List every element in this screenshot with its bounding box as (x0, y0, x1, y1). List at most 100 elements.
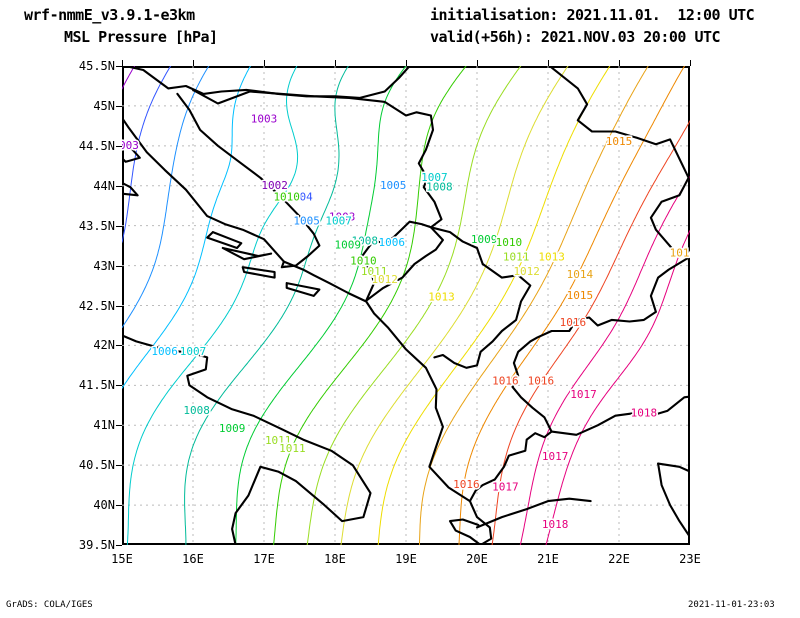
y-axis-tick-label: 43.5N (78, 218, 115, 233)
x-axis-tick-label: 21E (537, 552, 559, 566)
contour-label: 1017 (542, 450, 569, 463)
contour-label-halo: 1011 (265, 434, 292, 447)
contour-label-halo: 1017 (492, 481, 519, 494)
y-axis-tick-label: 40N (93, 498, 115, 513)
contour-label: 1014 (670, 247, 690, 260)
contour-label: 1007 (421, 171, 448, 184)
contour-label: 1013 (538, 251, 565, 264)
y-axis-tick-mark (116, 66, 122, 67)
valid-time: valid(+56h): 2021.NOV.03 20:00 UTC (430, 28, 721, 46)
contour-label-halo: 1002 (261, 179, 288, 192)
contour-label: 1008 (426, 180, 453, 193)
contour-label-halo: 1012 (371, 273, 398, 286)
contour-label: 1003 (122, 139, 139, 152)
y-axis-tick-mark (116, 345, 122, 347)
y-axis-tick-mark (116, 265, 122, 267)
y-axis-tick-label: 39.5N (78, 538, 115, 552)
contour-label-halo: 1013 (538, 251, 565, 264)
contour-label: 1007 (180, 345, 207, 358)
x-axis-tick-label: 16E (182, 552, 204, 566)
contour-label-halo: 1018 (631, 406, 658, 419)
contour-label: 1007 (325, 215, 352, 228)
y-axis-tick-label: 43N (93, 258, 115, 273)
contour-label: 1006 (379, 236, 406, 249)
contour-label: 1011 (503, 251, 529, 264)
contour-label: 1011 (279, 442, 306, 455)
contour-label-halo: 1015 (606, 135, 633, 148)
x-axis-tick-label: 18E (324, 552, 346, 566)
contour-label: 1016 (492, 374, 519, 387)
x-axis-tick-label: 20E (466, 552, 488, 566)
x-axis-tick-label: 15E (111, 552, 133, 566)
contour-label: 1008 (183, 404, 210, 417)
contour-label-halo: 1007 (325, 215, 352, 228)
y-axis-tick-mark (116, 465, 122, 467)
contour-label-halo: 1006 (379, 236, 406, 249)
contour-label: 1017 (570, 388, 597, 401)
y-axis-tick-label: 45N (93, 98, 115, 113)
x-axis-tick-mark (122, 60, 123, 66)
contour-label: 1010 (350, 255, 377, 268)
contour-label-halo: 1016 (528, 374, 555, 387)
y-axis-tick-label: 45.5N (78, 59, 115, 73)
contour-label: 1003 (329, 211, 356, 224)
contour-label: 1015 (606, 135, 633, 148)
contour-label-halo: 1008 (183, 404, 210, 417)
x-axis-tick-mark (477, 60, 478, 66)
model-name: wrf-nmmE_v3.9.1-e3km (24, 6, 195, 24)
contour-label: 1006 (151, 345, 178, 358)
y-axis-tick-mark (116, 185, 122, 187)
contour-label-halo: 1014 (670, 247, 690, 260)
contour-label: 1005 (380, 179, 407, 192)
contour-label: 1018 (631, 406, 658, 419)
contour-label-halo: 1011 (361, 265, 388, 278)
x-axis-tick-label: 19E (395, 552, 417, 566)
contour-label: 1016 (453, 478, 480, 491)
contour-label: 1009 (335, 239, 362, 252)
y-axis-tick-label: 41N (93, 418, 115, 433)
y-axis-tick-label: 42N (93, 338, 115, 353)
gridlines (122, 66, 690, 545)
contour-label-halo: 1003 (329, 211, 356, 224)
contour-label-halo: 1003 (251, 113, 278, 126)
contour-label-halo: 1017 (542, 450, 569, 463)
contour-label-halo: 1005 (293, 215, 320, 228)
contour-label-halo: 1011 (279, 442, 306, 455)
contour-label: 1012 (513, 265, 540, 278)
contour-label: 1010 (273, 191, 300, 204)
contour-label-halo: 1016 (453, 478, 480, 491)
contour-label: 1014 (567, 268, 594, 281)
contour-label: 1010 (496, 236, 523, 249)
contour-label: 1016 (528, 374, 555, 387)
contour-label: 1009 (471, 233, 498, 246)
contour-label: 1016 (560, 316, 587, 329)
contour-label-halo: 1008 (426, 180, 453, 193)
x-axis-tick-label: 23E (679, 552, 701, 566)
y-axis-tick-mark (116, 545, 122, 546)
contour-label-halo: 1012 (513, 265, 540, 278)
contour-label: 1015 (567, 289, 594, 302)
x-axis-tick-mark (264, 60, 265, 66)
coastlines-and-borders (122, 66, 690, 545)
contour-label: 1011 (361, 265, 388, 278)
field-name: MSL Pressure [hPa] (64, 28, 218, 46)
contour-label-halo: 1016 (492, 374, 519, 387)
y-axis-tick-label: 40.5N (78, 458, 115, 473)
contour-label-halo: 1013 (428, 291, 455, 304)
contour-lines (122, 66, 690, 545)
y-axis-tick-mark (116, 305, 122, 307)
contour-label-halo: 1016 (560, 316, 587, 329)
contour-label-halo: 1010 (496, 236, 523, 249)
contour-label-halo: 1003 (122, 139, 139, 152)
x-axis-tick-label: 22E (608, 552, 630, 566)
contour-label-halo: 1004 (286, 191, 313, 204)
credit-label: GrADS: COLA/IGES (6, 600, 93, 610)
y-axis-tick-mark (116, 385, 122, 387)
y-axis-tick-mark (116, 225, 122, 227)
initialisation-time: initialisation: 2021.11.01. 12:00 UTC (430, 6, 755, 24)
contour-label: 1009 (219, 422, 246, 435)
y-axis-tick-label: 44N (93, 178, 115, 193)
y-axis-tick-label: 44.5N (78, 138, 115, 153)
contour-labels: 1003100310031003100210021004100410101010… (122, 111, 690, 533)
x-axis-tick-mark (193, 60, 194, 66)
